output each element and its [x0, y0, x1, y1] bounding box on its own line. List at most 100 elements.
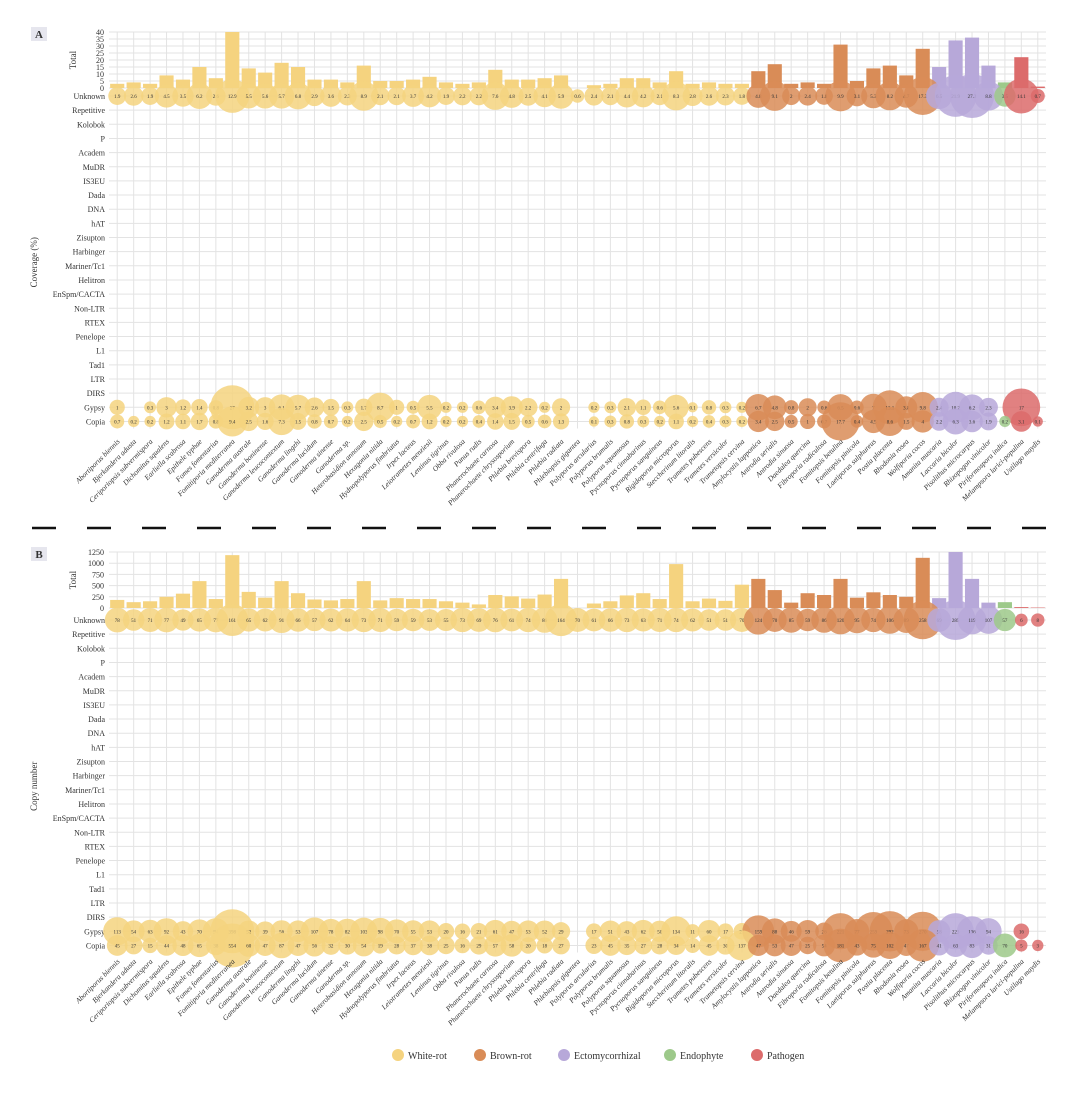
bubble-label: 2.2: [525, 406, 532, 411]
row-label: EnSpm/CACTA: [53, 814, 105, 823]
bar: [373, 600, 387, 608]
bar: [258, 598, 272, 608]
row-label: IS3EU: [83, 701, 105, 710]
bubble-label: 0.2: [541, 406, 548, 411]
bubble-label: 8.7: [377, 406, 384, 411]
bar: [653, 599, 667, 608]
row-label: Non-LTR: [74, 304, 105, 313]
bubble-label: 107: [985, 619, 993, 624]
bar: [406, 599, 420, 608]
bar: [291, 593, 305, 608]
bar: [801, 593, 815, 608]
bubble-label: 1.2: [163, 420, 170, 425]
bubble-label: 0.2: [657, 420, 664, 425]
bubble-label: 3.2: [246, 406, 253, 411]
bubble-label: 2.5: [525, 95, 532, 100]
row-label: MuDR: [83, 687, 106, 696]
bubble-label: 7.6: [492, 95, 499, 100]
bubble-label: 62: [641, 930, 647, 935]
bubble-label: 55: [443, 619, 449, 624]
bubble-label: 91: [279, 619, 285, 624]
bubble-label: 57: [1002, 619, 1008, 624]
bubble-label: 0.7: [114, 420, 121, 425]
bar: [307, 599, 321, 608]
bar: [718, 601, 732, 608]
bubble-label: 17: [591, 930, 597, 935]
bubble-label: 0.2: [147, 420, 154, 425]
bar: [866, 592, 880, 608]
bubble-label: 8.8: [985, 95, 992, 100]
bubble-label: 1.4: [196, 406, 203, 411]
bubble-label: 15: [148, 944, 154, 949]
bubble-label: 8.6: [887, 420, 894, 425]
bar: [620, 595, 634, 608]
bubble-label: 53: [526, 930, 532, 935]
bubble-label: 1.1: [180, 420, 187, 425]
row-label: Zisupton: [77, 758, 105, 767]
bubble-label: 47: [789, 944, 795, 949]
bubble-label: 62: [328, 619, 334, 624]
row-label: DNA: [88, 729, 106, 738]
bar: [538, 595, 552, 608]
bubble-label: 17: [1019, 406, 1025, 411]
bubble-label: 65: [197, 944, 203, 949]
bubble-label: 0.5: [410, 406, 417, 411]
row-label: Harbinger: [73, 248, 106, 257]
bubble-label: 2.2: [936, 420, 943, 425]
bubble-label: 73: [460, 619, 466, 624]
tick-label: 500: [92, 582, 104, 591]
bubble-label: 1.2: [426, 420, 433, 425]
bubble-label: 63: [953, 944, 959, 949]
bubble-label: 2.2: [459, 95, 466, 100]
bubble-label: 3.1: [854, 95, 861, 100]
bubble-label: 106: [886, 619, 894, 624]
bubble-label: 4.1: [541, 95, 548, 100]
bubble-label: 2.6: [706, 95, 713, 100]
bubble-label: 0.3: [147, 406, 154, 411]
bar: [751, 579, 765, 608]
bubble-label: 3.6: [328, 95, 335, 100]
bubble-label: 2.3: [722, 95, 729, 100]
bubble-label: 83: [970, 944, 976, 949]
bar: [357, 581, 371, 608]
row-label: Dada: [88, 715, 105, 724]
bubble-label: 0.7: [328, 420, 335, 425]
bubble-label: 11: [690, 930, 695, 935]
bubble-label: 3.6: [969, 420, 976, 425]
bar: [883, 595, 897, 608]
bar: [998, 602, 1012, 608]
bubble-label: 1.7: [196, 420, 203, 425]
bubble-label: 4.8: [509, 95, 516, 100]
bubble-label: 0.8: [311, 420, 318, 425]
bubble-label: 74: [526, 619, 532, 624]
bubble-label: 45: [707, 944, 713, 949]
bubble-label: 75: [871, 944, 877, 949]
bubble-label: 48: [180, 944, 186, 949]
legend-label: Endophyte: [680, 1051, 724, 1062]
row-label: Copia: [86, 941, 106, 950]
bubble-label: 55: [411, 930, 417, 935]
bubble-label: 27: [559, 944, 565, 949]
bar: [521, 599, 535, 608]
bubble-label: 0.2: [394, 420, 401, 425]
bubble-label: 1.5: [328, 406, 335, 411]
bar: [587, 604, 601, 608]
row-label: Tad1: [89, 361, 105, 370]
bubble-label: 30: [345, 944, 351, 949]
bubble-label: 87: [279, 944, 285, 949]
row-label: DNA: [88, 205, 106, 214]
panel-tag: B: [35, 549, 43, 561]
bubble-label: 43: [624, 930, 630, 935]
bubble-label: 0.2: [459, 406, 466, 411]
bubble-label: 3.4: [755, 420, 762, 425]
bubble-label: 92: [164, 930, 170, 935]
bubble-label: 78: [115, 619, 121, 624]
bubble-label: 74: [674, 619, 680, 624]
row-label: Repetitive: [72, 630, 105, 639]
bubble-label: 4.8: [772, 406, 779, 411]
row-label: Penelope: [76, 857, 106, 866]
row-label: Repetitive: [72, 106, 105, 115]
bubble-label: 95: [854, 619, 860, 624]
bar: [603, 601, 617, 608]
